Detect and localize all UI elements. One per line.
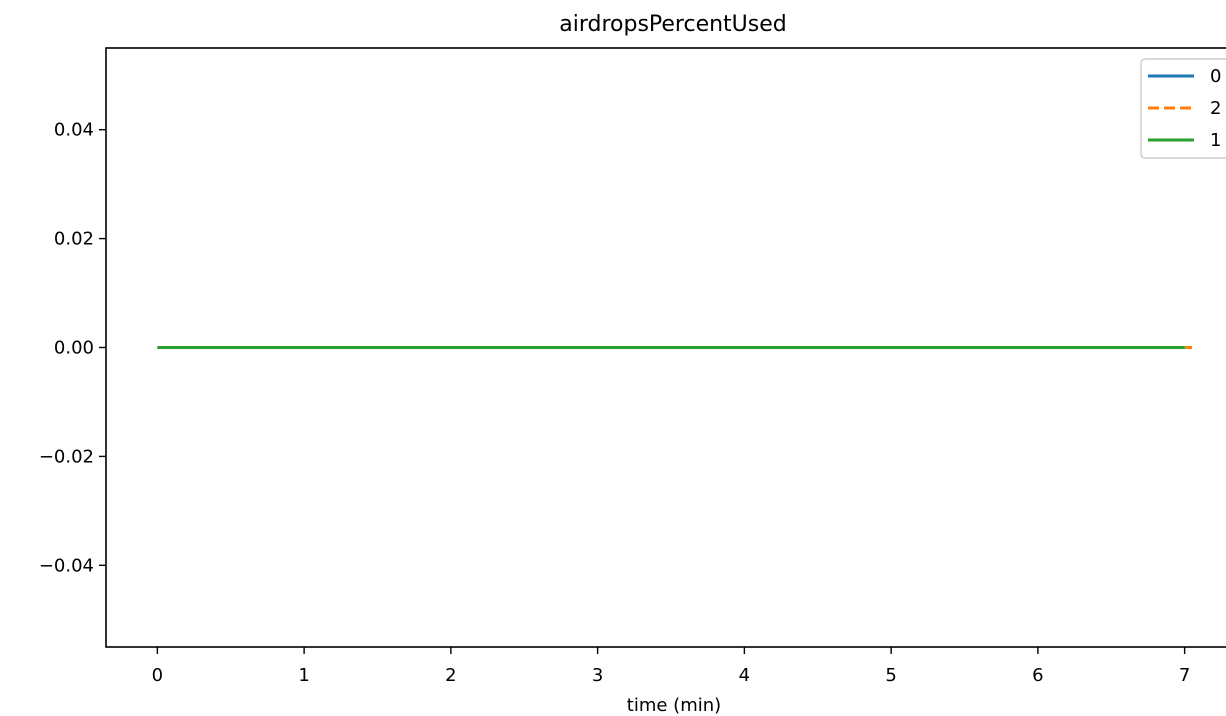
legend-label: 0: [1210, 66, 1221, 87]
y-tick-label: 0.02: [54, 229, 94, 250]
x-tick-label: 5: [885, 665, 896, 686]
y-tick-label: 0.04: [54, 120, 94, 141]
y-tick-label: −0.02: [39, 446, 94, 467]
legend-label: 1: [1210, 130, 1221, 151]
legend: 0 2 1: [1140, 58, 1226, 159]
x-tick-label: 1: [298, 665, 309, 686]
x-tick-label: 3: [592, 665, 603, 686]
y-axis: −0.04 −0.02 0.00 0.02 0.04: [39, 120, 106, 576]
chart-title: airdropsPercentUsed: [559, 12, 787, 37]
y-tick-label: −0.04: [39, 555, 94, 576]
legend-label: 2: [1210, 98, 1221, 119]
x-tick-label: 7: [1179, 665, 1190, 686]
y-tick-label: 0.00: [54, 338, 94, 359]
x-tick-label: 2: [445, 665, 456, 686]
x-axis: 0 1 2 3 4 5 6 7: [152, 647, 1190, 686]
x-axis-label: time (min): [627, 695, 721, 716]
x-tick-label: 4: [739, 665, 750, 686]
x-tick-label: 0: [152, 665, 163, 686]
x-tick-label: 6: [1032, 665, 1043, 686]
